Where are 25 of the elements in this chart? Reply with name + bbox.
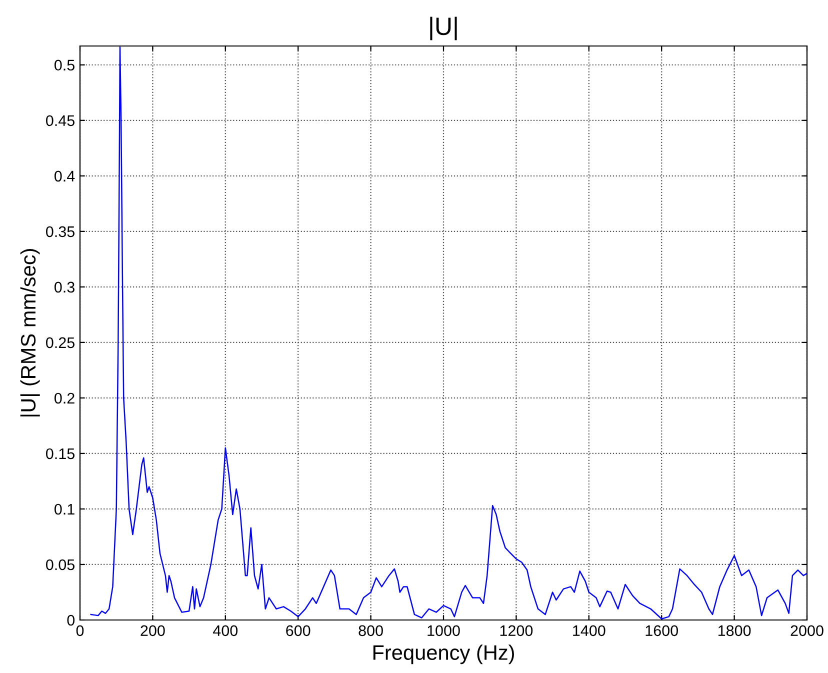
x-tick-label: 600: [286, 625, 310, 636]
x-tick-label: 1400: [573, 625, 606, 636]
y-tick-label: 0.2: [54, 392, 74, 404]
x-tick-label: 1600: [646, 625, 678, 636]
y-tick-label: 0.25: [46, 337, 74, 348]
y-tick-label: 0.4: [54, 170, 75, 182]
x-tick-label: 1800: [718, 625, 751, 636]
y-tick-label: 0.1: [54, 504, 74, 515]
x-tick-label: 0: [76, 625, 84, 636]
x-tick-label: 200: [140, 625, 165, 636]
x-tick-label: 1200: [500, 625, 533, 636]
y-axis-title: |U| (RMS mm/sec): [20, 249, 40, 416]
x-tick-label: 2000: [790, 625, 824, 636]
x-axis-title: Frequency (Hz): [373, 644, 514, 664]
y-tick-label: 0.05: [46, 559, 74, 570]
chart-title: |U|: [430, 16, 457, 40]
x-tick-label: 400: [213, 625, 238, 636]
y-tick-label: 0.5: [54, 60, 74, 71]
y-tick-label: 0.15: [46, 448, 74, 460]
x-tick-label: 1000: [428, 625, 460, 636]
y-tick-label: 0: [67, 614, 75, 626]
y-tick-label: 0.35: [46, 226, 74, 238]
x-tick-label: 800: [358, 625, 383, 636]
y-tick-label: 0.3: [54, 282, 74, 293]
y-tick-label: 0.45: [46, 115, 74, 126]
